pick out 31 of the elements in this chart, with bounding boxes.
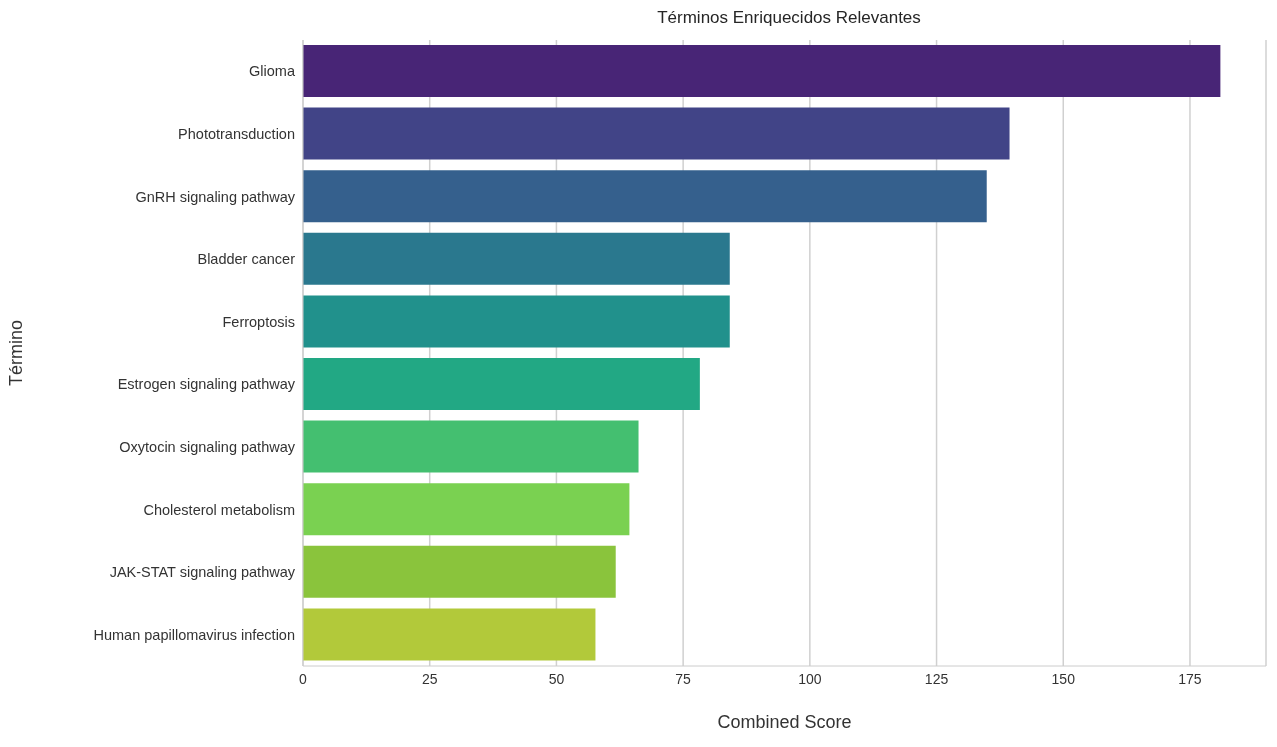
bar	[303, 608, 596, 661]
x-tick-label: 100	[798, 670, 822, 687]
bar	[303, 170, 987, 223]
y-tick-label: Human papillomavirus infection	[93, 626, 295, 643]
x-tick-label: 50	[548, 670, 565, 687]
x-tick-label: 75	[675, 670, 692, 687]
y-tick-label: Ferroptosis	[222, 313, 295, 330]
y-tick-label: GnRH signaling pathway	[135, 188, 296, 205]
x-tick-label: 25	[421, 670, 438, 687]
x-tick-label: 125	[924, 670, 949, 687]
y-tick-label: JAK-STAT signaling pathway	[109, 564, 296, 581]
bar	[303, 295, 730, 348]
chart-title: Términos Enriquecidos Relevantes	[656, 8, 922, 29]
y-tick-label: Oxytocin signaling pathway	[119, 439, 296, 456]
y-tick-label: Phototransduction	[178, 126, 295, 143]
x-tick-label: 150	[1051, 670, 1076, 687]
bar	[303, 358, 700, 410]
bar	[303, 232, 730, 285]
x-tick-label: 175	[1178, 670, 1202, 687]
bar	[303, 45, 1221, 97]
y-tick-label: Estrogen signaling pathway	[117, 376, 296, 393]
x-axis-title: Combined Score	[717, 712, 852, 732]
bar	[303, 483, 630, 536]
y-tick-label: Bladder cancer	[197, 251, 296, 268]
y-axis-title: Término	[6, 319, 27, 387]
y-tick-label: Glioma	[249, 63, 296, 80]
bar	[303, 545, 616, 598]
bar	[303, 420, 639, 473]
y-tick-label: Cholesterol metabolism	[143, 501, 295, 518]
bar	[303, 107, 1010, 160]
x-tick-label: 0	[299, 670, 308, 687]
